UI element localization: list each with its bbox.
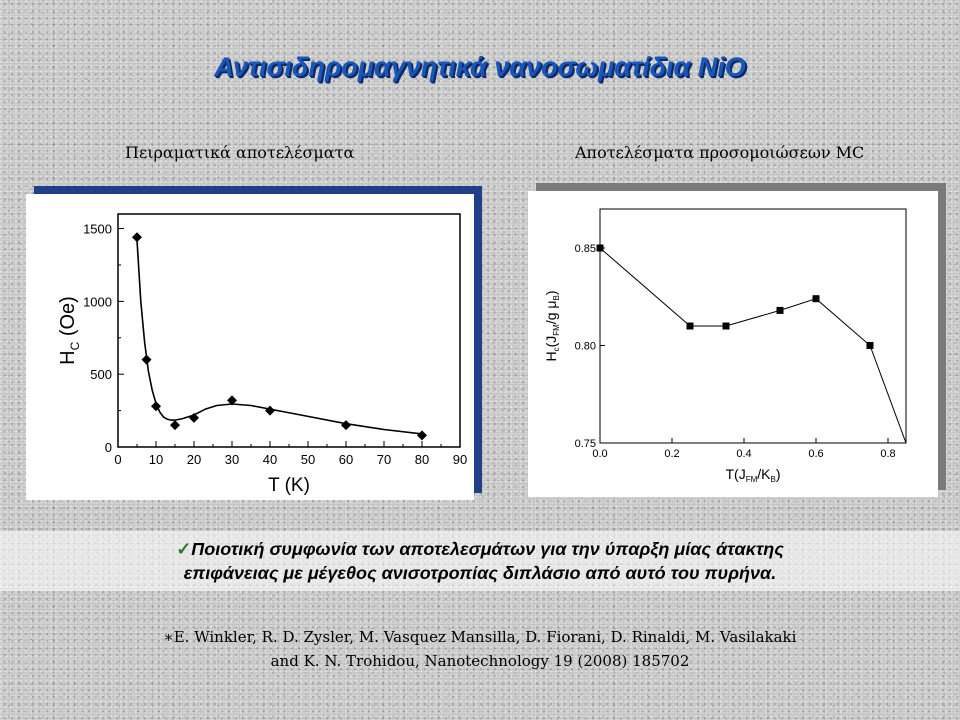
plot-frame — [599, 208, 907, 444]
x-tick-label: 0.8 — [880, 448, 895, 460]
fit-curve — [136, 240, 423, 435]
data-point — [722, 322, 730, 330]
data-point — [417, 430, 427, 441]
right-figure-panel: 0.0 0.2 0.4 0.6 0.8 0.75 0.80 0.85 T(JFM/KB) Hc(J… — [528, 191, 938, 497]
data-point — [227, 395, 237, 406]
x-tick-label: 80 — [415, 452, 429, 467]
x-tick-label: 40 — [263, 452, 277, 467]
x-tick-label: 70 — [377, 452, 391, 467]
data-point — [866, 342, 874, 349]
y-tick-label: 0.75 — [575, 438, 596, 450]
y-axis-label: HC (Oe) — [57, 296, 82, 365]
y-tick-label: 500 — [90, 367, 112, 382]
x-axis-label: T(JFM/KB) — [725, 466, 780, 484]
data-point — [776, 306, 784, 314]
y-tick-label: 0 — [105, 440, 112, 455]
x-tick-label: 60 — [339, 452, 353, 467]
data-point — [596, 244, 604, 252]
reference: ∗E. Winkler, R. D. Zysler, M. Vasquez Ma… — [40, 625, 920, 673]
conclusion-line1: Ποιοτική συμφωνία των αποτελεσμάτων για … — [191, 539, 784, 559]
y-axis-label: Hc(JFM/g μB) — [543, 290, 561, 361]
x-tick-label: 0.4 — [736, 448, 751, 460]
left-figure-panel: 0 10 20 30 40 50 60 70 80 90 0 500 1000 1500 T (K) HC (… — [26, 194, 474, 500]
right-heading: Αποτελέσματα προσομοιώσεων MC — [575, 143, 865, 162]
reference-line2: and K. N. Trohidou, Nanotechnology 19 (2… — [270, 652, 690, 670]
data-point — [170, 420, 180, 431]
data-point — [141, 354, 152, 365]
data-point — [189, 412, 199, 423]
reference-line1: ∗E. Winkler, R. D. Zysler, M. Vasquez Ma… — [163, 628, 797, 646]
y-tick-label: 0.80 — [575, 341, 596, 353]
data-point — [812, 295, 820, 303]
simulation-chart: 0.0 0.2 0.4 0.6 0.8 0.75 0.80 0.85 T(JFM/KB) Hc(J… — [543, 208, 907, 484]
x-tick-label: 20 — [187, 452, 201, 467]
slide-title: Αντισιδηρομαγνητικά νανοσωματίδια NiO — [214, 52, 746, 82]
data-point — [265, 405, 275, 416]
check-icon: ✓ — [176, 539, 192, 559]
x-tick-label: 0.6 — [808, 448, 823, 460]
experimental-chart: 0 10 20 30 40 50 60 70 80 90 0 500 1000 1500 T (K) HC (… — [57, 213, 467, 496]
x-tick-label: 0.2 — [664, 448, 679, 460]
data-point — [132, 232, 142, 243]
x-tick-label: 90 — [453, 452, 467, 467]
x-tick-label: 50 — [301, 452, 315, 467]
conclusion-text: ✓Ποιοτική συμφωνία των αποτελεσμάτων για… — [20, 537, 940, 585]
x-tick-label: 30 — [225, 452, 239, 467]
x-tick-label: 10 — [149, 452, 163, 467]
x-tick-label: 0.0 — [592, 448, 607, 460]
y-tick-label: 1500 — [83, 222, 112, 237]
data-point — [151, 401, 161, 412]
x-axis-label: T (K) — [268, 475, 310, 496]
y-tick-label: 1000 — [83, 294, 112, 309]
series-line — [599, 247, 907, 444]
y-tick-label: 0.85 — [575, 243, 596, 255]
conclusion-line2: επιφάνειας με μέγεθος ανισοτροπίας διπλά… — [183, 563, 777, 583]
x-tick-label: 0 — [114, 452, 121, 467]
data-point — [341, 420, 351, 431]
data-point — [686, 322, 694, 330]
conclusion-banner — [0, 531, 960, 591]
left-heading: Πειραματικά αποτελέσματα — [125, 143, 355, 162]
